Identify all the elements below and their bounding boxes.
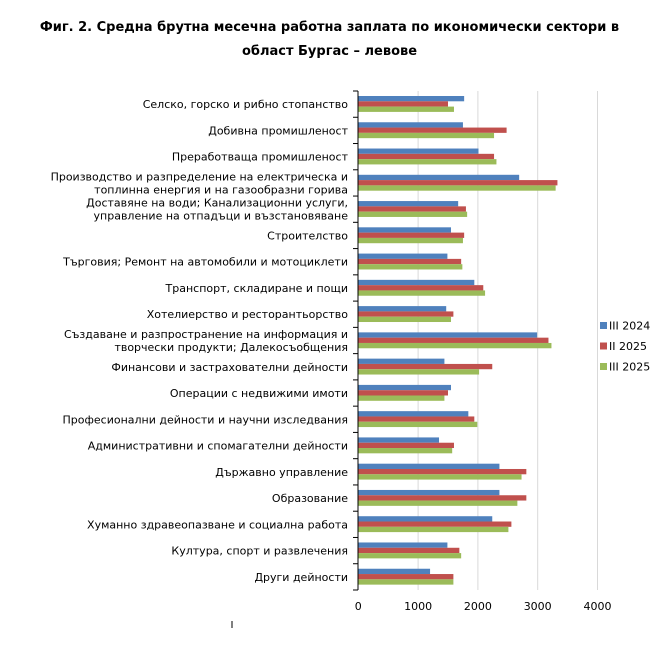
category-label: Създаване и разпространение на информаци…: [64, 328, 348, 341]
legend-label: III 2024: [609, 320, 650, 333]
bar-iii-2025: [358, 290, 486, 296]
bar-iii-2024: [358, 411, 469, 417]
category-label: Търговия; Ремонт на автомобили и мотоцик…: [62, 256, 348, 269]
bar-ii-2025: [358, 468, 527, 475]
bar-iii-2025: [358, 474, 522, 480]
bar-ii-2025: [358, 547, 460, 554]
bar-ii-2025: [358, 285, 484, 291]
category-label: Строителство: [267, 229, 348, 242]
bar-iii-2024: [358, 384, 451, 391]
category-label: Производство и разпределение на електрич…: [51, 170, 348, 183]
category-label: управление на отпадъци и възстановяване: [94, 210, 349, 223]
bar-iii-2025: [358, 132, 495, 139]
category-label: Култура, спорт и развлечения: [171, 545, 348, 558]
bar-iii-2025: [358, 526, 509, 533]
bar-iii-2024: [358, 227, 451, 233]
x-tick-label: 2000: [464, 600, 492, 613]
bar-ii-2025: [358, 311, 454, 317]
bar-ii-2025: [358, 416, 475, 422]
bar-ii-2025: [358, 153, 495, 160]
bar-ii-2025: [358, 127, 507, 133]
category-label: творчески продукти; Далекосъобщения: [114, 341, 348, 354]
bar-ii-2025: [358, 521, 512, 527]
bar-iii-2024: [358, 253, 448, 259]
bar-iii-2024: [358, 279, 475, 286]
bar-ii-2025: [358, 574, 454, 580]
bar-iii-2024: [358, 463, 500, 469]
chart-title-line2: област Бургас – левове: [241, 44, 418, 59]
bar-iii-2025: [358, 395, 445, 401]
bar-iii-2024: [358, 437, 440, 443]
bar-iii-2025: [358, 159, 497, 165]
bar-iii-2025: [358, 553, 462, 559]
bar-iii-2024: [358, 122, 463, 128]
bar-iii-2025: [358, 500, 518, 506]
category-label: Други дейности: [254, 571, 348, 584]
x-tick-label: 0: [355, 600, 362, 613]
bar-iii-2024: [358, 358, 445, 364]
bar-ii-2025: [358, 101, 448, 107]
bar-iii-2024: [358, 96, 465, 102]
bar-iii-2025: [358, 106, 454, 112]
bar-ii-2025: [358, 442, 454, 449]
category-label: топлинна енергия и на газообразни горива: [94, 183, 348, 196]
bar-iii-2024: [358, 148, 479, 154]
bar-iii-2024: [358, 489, 500, 496]
x-tick-label: 1000: [404, 600, 432, 613]
category-label: Професионални дейности и научни изследва…: [63, 413, 348, 426]
x-tick-label: 4000: [584, 600, 612, 613]
chart-title-line1: Фиг. 2. Средна брутна месечна работна за…: [39, 20, 620, 35]
category-label: Операции с недвижими имоти: [170, 387, 348, 400]
bar-iii-2024: [358, 332, 538, 338]
bar-iii-2024: [358, 542, 448, 548]
bar-ii-2025: [358, 206, 466, 212]
category-label: Хуманно здравеопазване и социална работа: [87, 518, 348, 531]
bar-ii-2025: [358, 337, 549, 343]
category-label: Транспорт, складиране и пощи: [165, 282, 348, 295]
bar-iii-2024: [358, 516, 493, 522]
category-label: Административни и спомагателни дейности: [88, 440, 348, 453]
legend-swatch: [600, 342, 607, 350]
bar-iii-2025: [358, 237, 463, 244]
bar-iii-2025: [358, 185, 556, 191]
x-tick-label: 3000: [524, 600, 552, 613]
category-label: Преработваща промишленост: [172, 151, 349, 164]
bar-iii-2025: [358, 421, 478, 428]
bar-iii-2025: [358, 369, 480, 375]
bar-iii-2024: [358, 306, 447, 312]
bar-ii-2025: [358, 390, 448, 396]
bar-ii-2025: [358, 363, 493, 370]
bar-ii-2025: [358, 232, 465, 238]
category-label: Държавно управление: [215, 466, 348, 479]
category-label: Хотелиерство и ресторантьорство: [147, 308, 349, 321]
bar-iii-2025: [358, 264, 463, 270]
bar-ii-2025: [358, 495, 527, 501]
bar-iii-2024: [358, 201, 459, 207]
legend-label: II 2025: [609, 340, 647, 353]
bar-iii-2025: [358, 342, 552, 349]
bar-iii-2024: [358, 568, 431, 575]
legend-swatch: [600, 363, 607, 370]
category-label: Доставяне на води; Канализационни услуги…: [86, 197, 348, 210]
bar-iii-2025: [358, 211, 468, 217]
bar-ii-2025: [358, 258, 462, 265]
category-label: Селско, горско и рибно стопанство: [143, 98, 349, 111]
bar-iii-2024: [358, 174, 520, 181]
bar-iii-2025: [358, 448, 453, 454]
bar-iii-2025: [358, 579, 454, 585]
bar-ii-2025: [358, 180, 558, 186]
category-label: Добивна промишленост: [208, 124, 348, 137]
legend-swatch: [600, 322, 607, 329]
bar-iii-2025: [358, 316, 451, 323]
legend-label: III 2025: [609, 361, 650, 374]
category-label: Финансови и застрахователни дейности: [111, 361, 348, 374]
category-label: Образование: [272, 492, 348, 505]
